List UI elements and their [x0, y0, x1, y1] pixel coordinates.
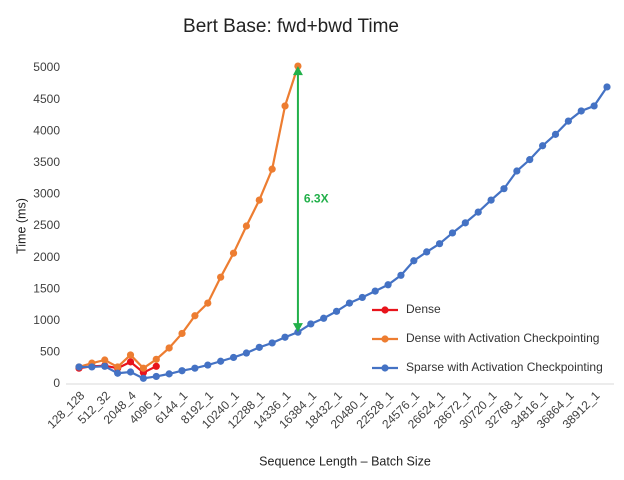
data-point	[217, 273, 225, 281]
y-tick-label: 4000	[33, 123, 60, 137]
legend-label: Sparse with Activation Checkpointing	[406, 360, 603, 374]
data-point	[126, 358, 135, 366]
data-point	[435, 240, 444, 248]
legend-swatch	[381, 335, 389, 343]
data-point	[397, 271, 405, 279]
data-point	[577, 107, 585, 115]
data-point	[165, 344, 173, 352]
data-point	[320, 314, 328, 322]
data-point	[126, 368, 135, 376]
data-point	[255, 343, 263, 351]
data-point	[204, 361, 212, 369]
data-point	[268, 165, 276, 173]
data-point	[332, 307, 341, 315]
data-point	[281, 102, 289, 110]
data-point	[551, 130, 560, 138]
y-tick-label: 1000	[33, 313, 60, 327]
data-point	[152, 362, 160, 370]
data-point	[75, 363, 83, 371]
data-point	[358, 293, 366, 302]
y-tick-label: 4500	[33, 92, 60, 106]
data-point	[255, 196, 263, 204]
data-point	[281, 333, 289, 341]
data-point	[487, 196, 495, 204]
data-point	[191, 312, 199, 320]
data-point	[229, 249, 238, 257]
y-tick-label: 3000	[33, 187, 60, 201]
data-point	[448, 229, 457, 237]
data-point	[114, 363, 122, 371]
series-line	[78, 65, 299, 370]
arrow-head	[292, 66, 303, 76]
data-point	[513, 167, 521, 175]
legend-swatch	[381, 306, 389, 314]
data-point	[384, 281, 392, 289]
data-point	[526, 156, 534, 164]
legend-label: Dense with Activation Checkpointing	[406, 331, 599, 345]
data-point	[152, 372, 160, 381]
y-tick-label: 3500	[33, 155, 60, 169]
data-point	[474, 208, 482, 216]
data-point	[204, 299, 212, 307]
data-point	[461, 219, 469, 227]
data-point	[126, 351, 135, 359]
data-point	[603, 83, 611, 91]
data-point	[307, 320, 315, 328]
x-axis-label: Sequence Length – Batch Size	[259, 454, 431, 468]
y-tick-label: 5000	[33, 60, 60, 74]
data-point	[165, 370, 173, 378]
data-point	[114, 369, 122, 377]
data-point	[371, 287, 379, 295]
legend-label: Dense	[406, 302, 441, 316]
data-point	[410, 257, 418, 265]
y-tick-label: 0	[53, 376, 60, 390]
data-point	[564, 117, 572, 125]
legend-swatch	[381, 364, 389, 372]
chart-title: Bert Base: fwd+bwd Time	[183, 16, 399, 37]
data-point	[242, 349, 251, 357]
annotation-text: 6.3X	[304, 191, 329, 205]
y-tick-label: 1500	[33, 281, 60, 295]
arrow-head	[292, 323, 303, 333]
data-point	[217, 357, 225, 365]
data-point	[242, 222, 251, 230]
data-point	[178, 367, 186, 375]
data-point	[88, 363, 96, 371]
y-axis-label: Time (ms)	[14, 198, 28, 254]
data-point	[191, 364, 199, 372]
y-tick-label: 2500	[33, 218, 60, 232]
data-point	[139, 374, 147, 382]
data-point	[539, 142, 547, 150]
data-point	[423, 248, 431, 256]
data-point	[101, 356, 109, 364]
data-point	[229, 353, 238, 362]
y-tick-label: 2000	[33, 250, 60, 264]
data-point	[178, 329, 186, 338]
data-point	[590, 102, 598, 110]
data-point	[345, 299, 354, 307]
data-point	[101, 362, 109, 370]
data-point	[152, 355, 160, 363]
y-tick-label: 500	[40, 345, 60, 359]
data-point	[500, 185, 508, 193]
data-point	[268, 339, 276, 347]
data-point	[139, 364, 147, 372]
